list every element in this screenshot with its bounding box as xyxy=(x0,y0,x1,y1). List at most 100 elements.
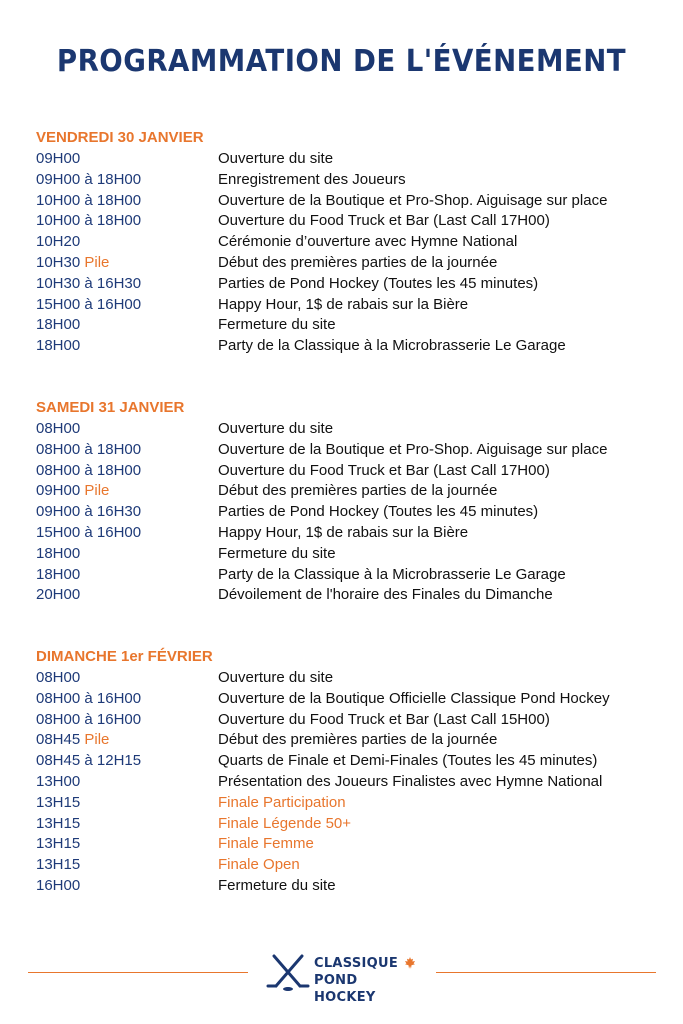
time-value: 13H00 xyxy=(36,772,81,790)
day-section-saturday: SAMEDI 31 JANVIER 08H00 Ouverture du site… xyxy=(36,397,666,606)
schedule-time: 20H00 xyxy=(36,585,218,606)
schedule-row: 10H00 à 18H00 Ouverture du Food Truck et … xyxy=(36,211,666,232)
schedule-time: 18H00 xyxy=(36,544,218,565)
logo-line-1: CLASSIQUE xyxy=(314,956,399,971)
schedule-list: 08H00 Ouverture du site 08H00 à 18H00 Ouver… xyxy=(36,419,666,606)
time-value: 16H00 xyxy=(36,876,81,894)
time-value: 09H00 xyxy=(36,482,81,500)
maple-leaf-icon xyxy=(405,957,415,969)
schedule-time: 15H00 à 16H00 xyxy=(36,523,218,544)
schedule-event: Cérémonie d’ouverture avec Hymne Nationa… xyxy=(218,233,518,251)
schedule-time: 10H20 xyxy=(36,232,218,253)
time-value: 10H00 à 18H00 xyxy=(36,191,142,209)
schedule-event: Parties de Pond Hockey (Toutes les 45 mi… xyxy=(218,503,539,521)
schedule-event: Fermeture du site xyxy=(218,316,336,334)
time-value: 13H15 xyxy=(36,793,81,811)
schedule-row: 10H30 Pile Début des premières parties de… xyxy=(36,253,666,274)
time-value: 09H00 à 16H30 xyxy=(36,503,142,521)
schedule-row: 09H00 à 16H30 Parties de Pond Hockey (Tou… xyxy=(36,502,666,523)
schedule-row: 13H15 Finale Légende 50+ xyxy=(36,814,666,835)
schedule-row: 18H00 Party de la Classique à la Microbra… xyxy=(36,336,666,357)
footer-divider-right xyxy=(436,972,656,973)
schedule-time: 09H00 xyxy=(36,149,218,170)
schedule-event: Party de la Classique à la Microbrasseri… xyxy=(218,337,566,355)
schedule-row: 09H00 à 18H00 Enregistrement des Joueurs xyxy=(36,170,666,191)
schedule-row: 09H00 Ouverture du site xyxy=(36,149,666,170)
schedule-time: 13H15 xyxy=(36,834,218,855)
classique-pond-hockey-logo: CLASSIQUE POND HOCKEY xyxy=(266,953,418,1005)
schedule-event: Parties de Pond Hockey (Toutes les 45 mi… xyxy=(218,274,539,292)
schedule-event: Début des premières parties de la journé… xyxy=(218,253,498,271)
schedule-row: 18H00 Party de la Classique à la Microbra… xyxy=(36,565,666,586)
time-value: 10H20 xyxy=(36,233,81,251)
schedule-event: Présentation des Joueurs Finalistes avec… xyxy=(218,772,603,790)
schedule-time: 18H00 xyxy=(36,315,218,336)
schedule-event: Happy Hour, 1$ de rabais sur la Bière xyxy=(218,295,469,313)
schedule-time: 08H45 à 12H15 xyxy=(36,751,218,772)
schedule-time: 10H30 Pile xyxy=(36,253,218,274)
schedule-row: 15H00 à 16H00 Happy Hour, 1$ de rabais su… xyxy=(36,523,666,544)
schedule-time: 08H00 xyxy=(36,668,218,689)
schedule-row: 20H00 Dévoilement de l'horaire des Finale… xyxy=(36,585,666,606)
schedule-time: 09H00 Pile xyxy=(36,481,218,502)
schedule-time: 13H15 xyxy=(36,855,218,876)
schedule-time: 08H00 xyxy=(36,419,218,440)
time-value: 15H00 à 16H00 xyxy=(36,295,142,313)
time-value: 13H15 xyxy=(36,856,81,874)
schedule-row: 09H00 Pile Début des premières parties de… xyxy=(36,481,666,502)
schedule-event: Ouverture de la Boutique Officielle Clas… xyxy=(218,689,610,707)
time-value: 09H00 xyxy=(36,150,81,167)
schedule-list: 08H00 Ouverture du site 08H00 à 16H00 Ouver… xyxy=(36,668,666,897)
time-value: 13H15 xyxy=(36,835,81,853)
schedule-time: 15H00 à 16H00 xyxy=(36,295,218,316)
schedule-time: 10H30 à 16H30 xyxy=(36,274,218,295)
schedule-time: 08H00 à 16H00 xyxy=(36,710,218,731)
schedule-event: Finale Légende 50+ xyxy=(218,814,352,832)
schedule-time: 13H00 xyxy=(36,772,218,793)
schedule-row: 10H00 à 18H00 Ouverture de la Boutique et… xyxy=(36,191,666,212)
schedule-row: 08H00 à 18H00 Ouverture du Food Truck et … xyxy=(36,461,666,482)
time-value: 18H00 xyxy=(36,337,81,355)
schedule-time: 13H15 xyxy=(36,814,218,835)
footer-divider-left xyxy=(28,972,248,973)
schedule-time: 08H00 à 16H00 xyxy=(36,689,218,710)
schedule-event: Fermeture du site xyxy=(218,544,336,562)
schedule-event: Party de la Classique à la Microbrasseri… xyxy=(218,565,566,583)
time-value: 08H00 à 18H00 xyxy=(36,440,142,458)
schedule-row: 16H00 Fermeture du site xyxy=(36,876,666,897)
day-heading: VENDREDI 30 JANVIER xyxy=(36,129,204,146)
schedule-time: 08H45 Pile xyxy=(36,730,218,751)
schedule-row: 08H00 Ouverture du site xyxy=(36,668,666,689)
schedule-time: 10H00 à 18H00 xyxy=(36,211,218,232)
schedule-row: 15H00 à 16H00 Happy Hour, 1$ de rabais su… xyxy=(36,295,666,316)
schedule-event: Début des premières parties de la journé… xyxy=(218,482,498,500)
time-value: 13H15 xyxy=(36,814,81,832)
schedule-event: Ouverture du Food Truck et Bar (Last Cal… xyxy=(218,212,550,230)
time-value: 09H00 à 18H00 xyxy=(36,170,142,188)
schedule-time: 09H00 à 16H30 xyxy=(36,502,218,523)
time-value: 18H00 xyxy=(36,565,81,583)
schedule-row: 18H00 Fermeture du site xyxy=(36,315,666,336)
time-value: 08H00 à 16H00 xyxy=(36,689,142,707)
schedule-event: Finale Open xyxy=(218,856,300,874)
schedule-event: Ouverture de la Boutique et Pro-Shop. Ai… xyxy=(218,440,608,458)
day-heading: DIMANCHE 1er FÉVRIER xyxy=(36,648,213,665)
time-value: 15H00 à 16H00 xyxy=(36,523,142,541)
time-value: 08H45 xyxy=(36,731,81,749)
schedule-time: 08H00 à 18H00 xyxy=(36,440,218,461)
crossed-hockey-sticks-icon xyxy=(266,954,310,991)
schedule-row: 13H00 Présentation des Joueurs Finalistes… xyxy=(36,772,666,793)
schedule-row: 08H00 à 18H00 Ouverture de la Boutique et… xyxy=(36,440,666,461)
day-section-sunday: DIMANCHE 1er FÉVRIER 08H00 Ouverture du s… xyxy=(36,646,666,897)
time-note: Pile xyxy=(84,731,110,749)
schedule-row: 08H45 Pile Début des premières parties de… xyxy=(36,730,666,751)
schedule-row: 08H45 à 12H15 Quarts de Finale et Demi-Fi… xyxy=(36,751,666,772)
schedule-event: Fermeture du site xyxy=(218,876,336,894)
time-value: 08H00 à 16H00 xyxy=(36,710,142,728)
time-value: 08H00 à 18H00 xyxy=(36,461,142,479)
schedule-event: Ouverture du Food Truck et Bar (Last Cal… xyxy=(218,710,550,728)
time-value: 20H00 xyxy=(36,586,81,604)
schedule-time: 18H00 xyxy=(36,336,218,357)
schedule-event: Ouverture du site xyxy=(218,150,334,167)
schedule-row: 08H00 Ouverture du site xyxy=(36,419,666,440)
